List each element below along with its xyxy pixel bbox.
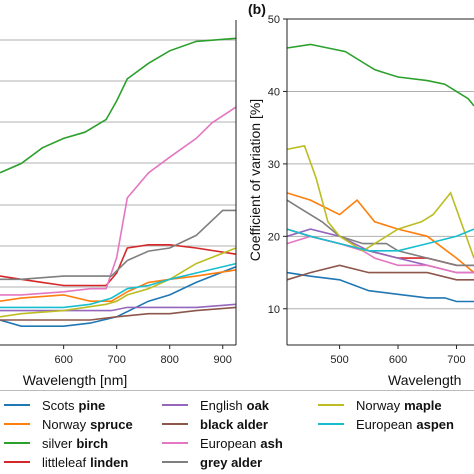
legend-label-bold: maple [404, 397, 442, 413]
legend-swatch [4, 442, 30, 444]
legend-swatch [4, 404, 30, 406]
b-series-line [286, 144, 474, 259]
legend-swatch [318, 423, 344, 425]
b-x-tick-label: 700 [447, 354, 465, 366]
legend-swatch [318, 404, 344, 406]
a-series-line [0, 106, 237, 296]
legend-item: littleleaf linden [4, 452, 128, 472]
a-series-line [0, 37, 237, 174]
b-y-tick-label: 50 [268, 14, 280, 26]
legend-item: European aspen [318, 414, 454, 434]
a-series-line [0, 209, 236, 281]
b-series-line [286, 192, 474, 274]
legend-item: black alder [162, 414, 268, 434]
b-series-line [286, 43, 474, 107]
legend-label: European [356, 416, 413, 432]
legend-swatch [162, 442, 188, 444]
b-y-tick-label: 40 [268, 86, 280, 98]
a-series-line [0, 269, 237, 302]
right-y-axis-label: Coefficient of variation [%] [247, 99, 263, 261]
a-series-line [0, 262, 237, 309]
legend-label: littleleaf [42, 454, 87, 470]
legend-label-bold: oak [246, 397, 270, 413]
legend-label-bold: pine [78, 397, 106, 413]
legend-swatch [162, 423, 188, 425]
panel-b-label: (b) [248, 1, 266, 17]
b-series-line [286, 228, 474, 252]
a-series-line [0, 306, 237, 321]
legend-label: English [200, 397, 243, 413]
b-y-tick-label: 10 [268, 304, 280, 316]
legend-item: grey alder [162, 452, 262, 472]
legend-label: Norway [356, 397, 401, 413]
legend-swatch [4, 423, 30, 425]
left-x-axis-label: Wavelength [nm] [23, 372, 128, 388]
legend-item: silver birch [4, 433, 108, 453]
a-x-tick-label: 900 [214, 354, 232, 366]
legend-label-bold: spruce [90, 416, 133, 432]
legend-swatch [162, 404, 188, 406]
b-series-line [286, 271, 474, 303]
b-x-tick-label: 600 [389, 354, 407, 366]
b-y-tick-label: 20 [268, 231, 280, 243]
legend-label: Scots [42, 397, 75, 413]
right-x-axis-label: Wavelength [388, 372, 461, 388]
b-x-tick-label: 500 [330, 354, 348, 366]
a-x-tick-label: 800 [161, 354, 179, 366]
a-x-tick-label: 700 [107, 354, 125, 366]
legend-label-bold: ash [260, 435, 283, 451]
legend-item: Scots pine [4, 395, 105, 415]
legend-label-bold: grey alder [200, 454, 263, 470]
b-y-tick-label: 30 [268, 159, 280, 171]
legend-label: Norway [42, 416, 87, 432]
a-x-tick-label: 600 [54, 354, 72, 366]
legend-label: European [200, 435, 257, 451]
b-series-line [286, 199, 474, 267]
a-series-line [0, 247, 237, 318]
legend-item: Norway maple [318, 395, 442, 415]
a-series-line [0, 303, 237, 312]
legend-item: European ash [162, 433, 283, 453]
b-series-line [286, 264, 474, 281]
panel-b: (b) 10 20 30 40 50 500 600 700 Coefficient of v… [247, 1, 474, 388]
legend-label-bold: linden [90, 454, 129, 470]
figure: 600 700 800 900 Wavelength [nm] (b) 10 20 30 4… [0, 1, 474, 388]
legend-item: English oak [162, 395, 269, 415]
legend-label-bold: aspen [416, 416, 454, 432]
legend: Scots pine Norway spruce silver birch littlele… [0, 390, 474, 474]
legend-swatch [4, 461, 30, 463]
legend-label-bold: birch [76, 435, 109, 451]
legend-item: Norway spruce [4, 414, 133, 434]
legend-swatch [162, 461, 188, 463]
panel-a: 600 700 800 900 Wavelength [nm] [0, 20, 237, 388]
legend-label-bold: black alder [200, 416, 268, 432]
legend-label: silver [42, 435, 73, 451]
